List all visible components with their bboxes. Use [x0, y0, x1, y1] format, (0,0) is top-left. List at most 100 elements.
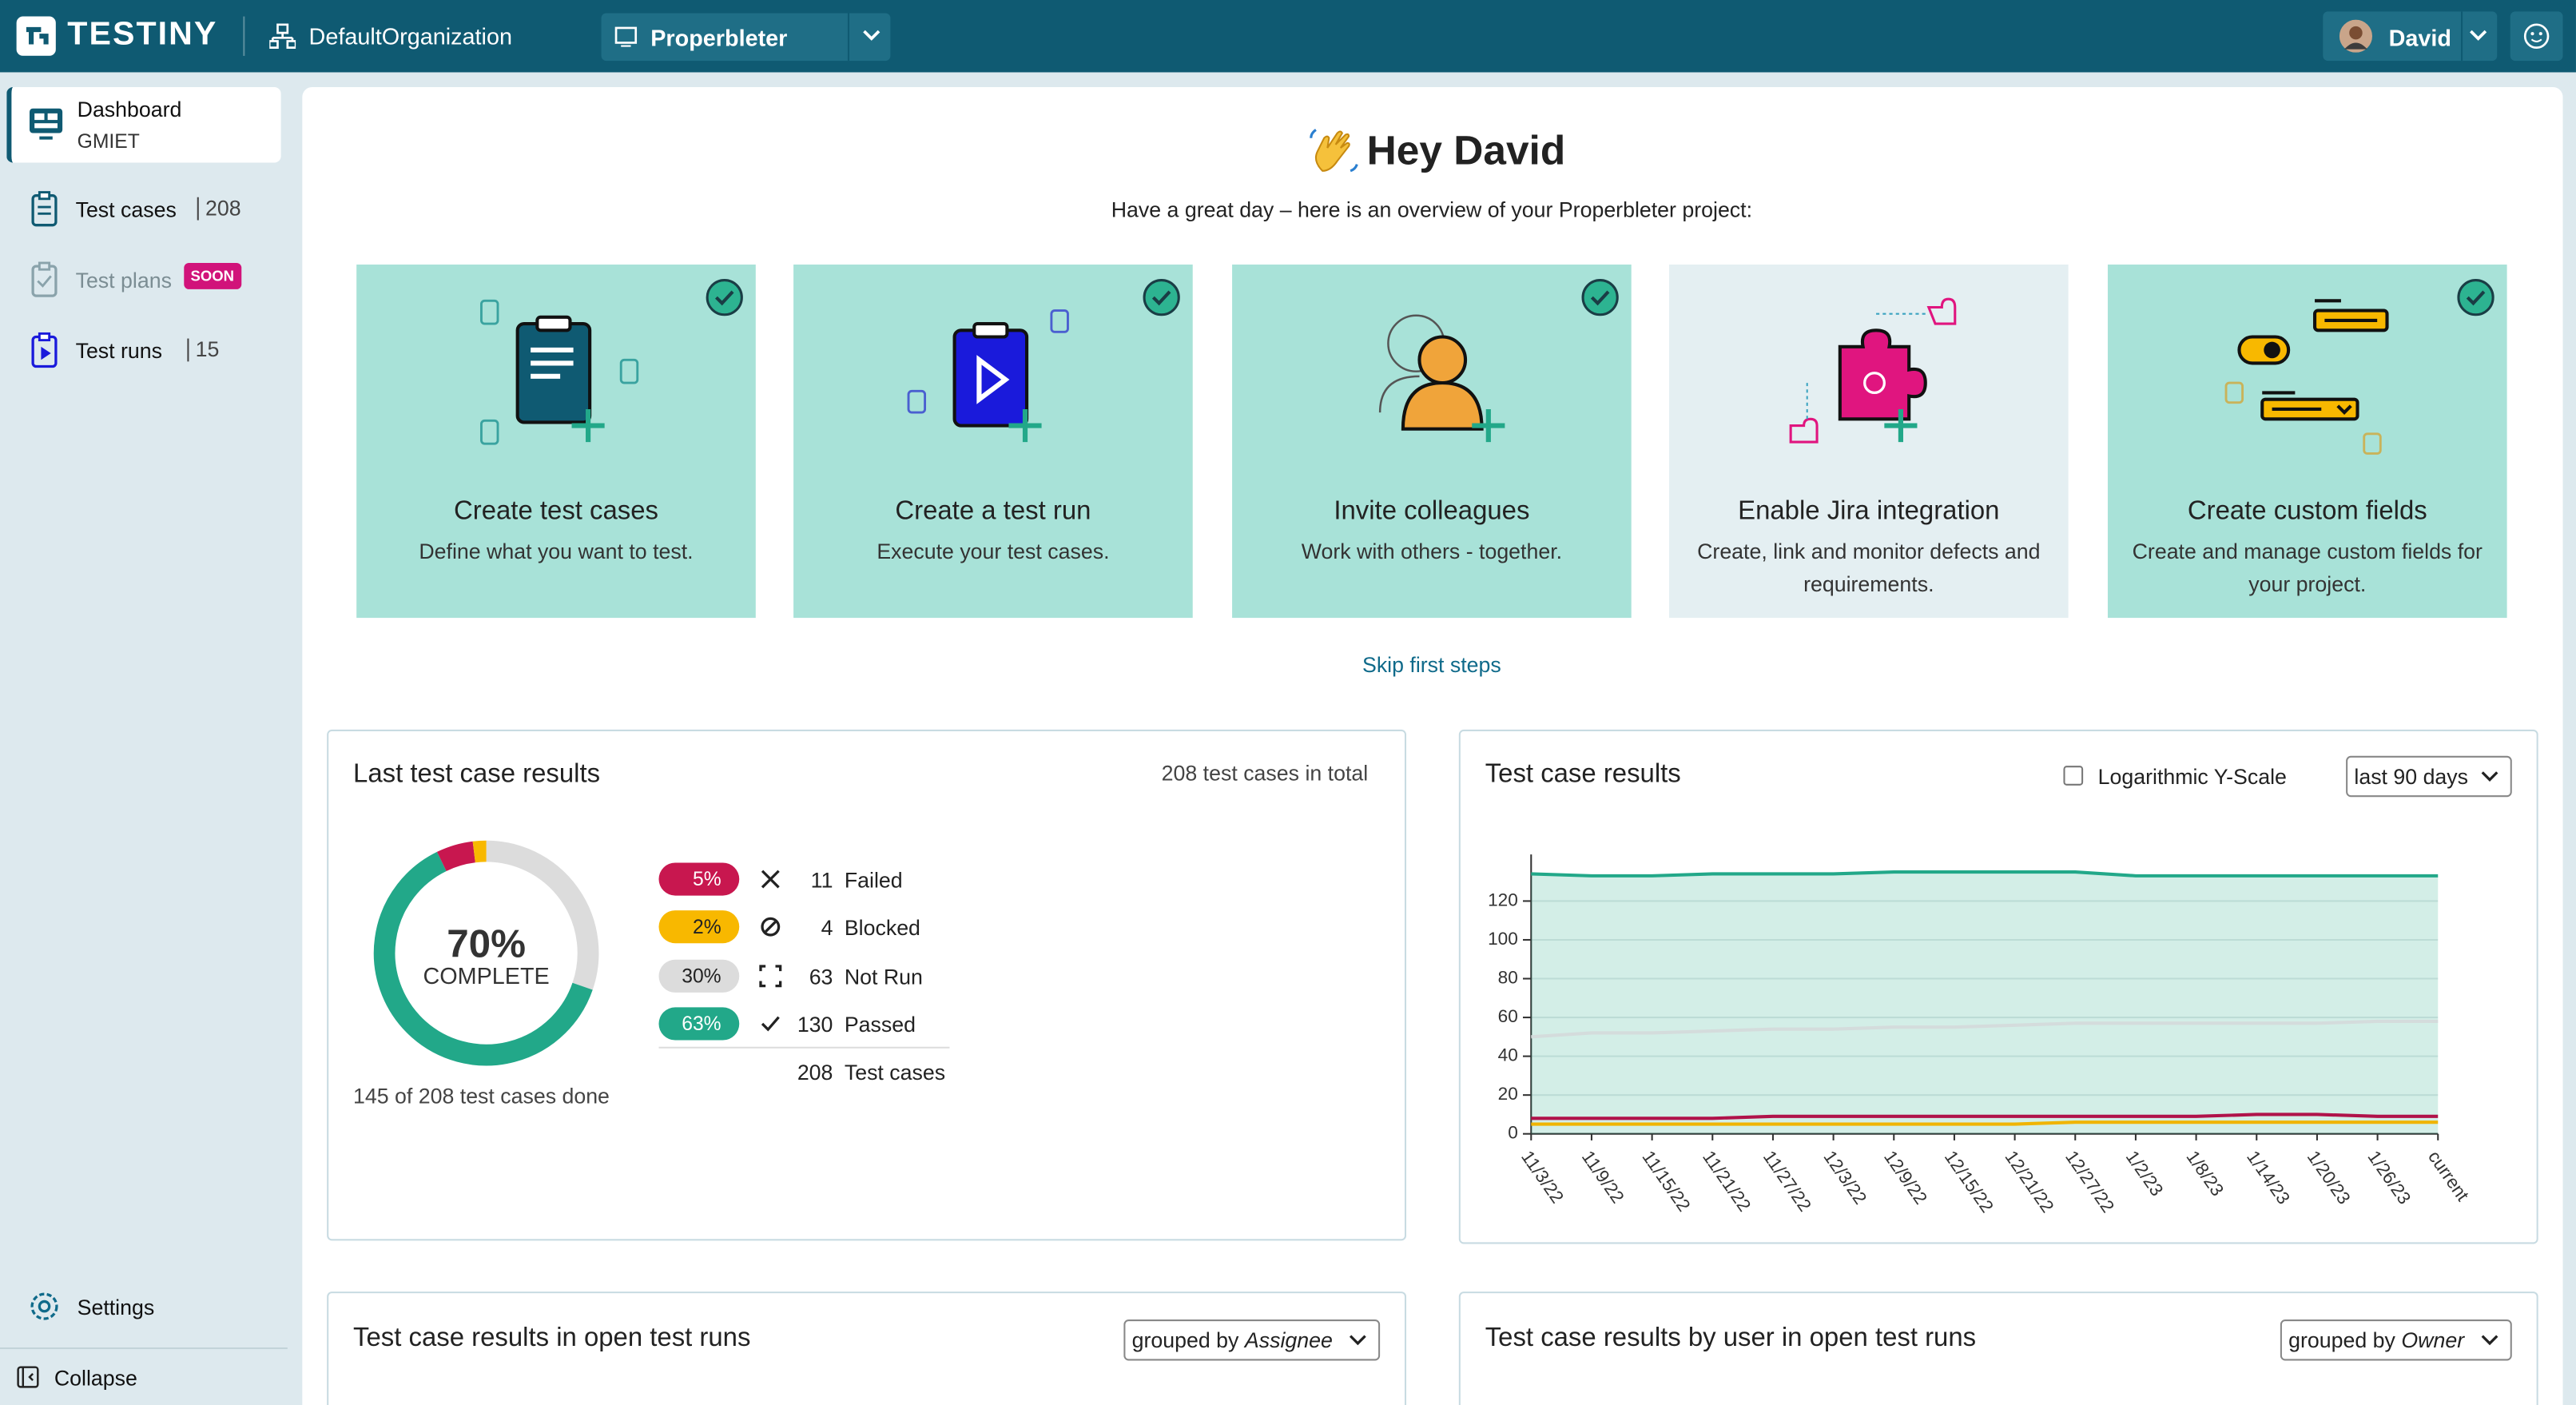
icon-part — [614, 26, 638, 44]
group-value: Owner — [2401, 1327, 2465, 1353]
icon-part — [479, 299, 499, 325]
x-tick-label: 12/15/22 — [1941, 1147, 1998, 1216]
panel-title: Last test case results — [353, 760, 601, 789]
icon-part — [531, 347, 574, 379]
nav-test-runs[interactable]: Test runs 15 — [30, 332, 292, 371]
user-menu[interactable]: David — [2323, 11, 2498, 62]
icon-part — [761, 1016, 780, 1032]
icon-part — [1349, 1335, 1366, 1346]
icon-part — [16, 16, 56, 56]
organization[interactable]: DefaultOrganization — [308, 22, 512, 50]
icon-part — [1581, 279, 1619, 316]
icon-part — [1143, 279, 1180, 316]
status-count: 63 — [809, 964, 833, 989]
collapse-button[interactable]: Collapse — [17, 1364, 280, 1394]
icon-part — [38, 261, 51, 271]
onboarding-card[interactable]: Invite colleagues Work with others - toge… — [1232, 265, 1632, 619]
icon-part — [30, 1292, 58, 1320]
icon-part — [38, 191, 51, 201]
soon-badge: SOON — [184, 262, 241, 289]
group-select[interactable]: grouped by Owner — [2280, 1319, 2512, 1361]
avatar — [2339, 19, 2373, 53]
group-select[interactable]: grouped by Assignee — [1123, 1319, 1381, 1361]
status-label: Failed — [844, 867, 903, 893]
project-select[interactable]: Properbleter — [601, 13, 891, 62]
percent-pill: 5% — [658, 862, 740, 896]
total-note: 208 test cases in total — [1161, 760, 1369, 786]
icon-part — [38, 205, 51, 215]
icon-part — [761, 870, 780, 889]
x-tick-label: 11/3/22 — [1517, 1147, 1568, 1207]
icon-part — [34, 123, 58, 129]
icon-part — [2481, 771, 2498, 782]
icon-part — [907, 389, 927, 414]
log-scale-checkbox[interactable] — [2063, 766, 2084, 786]
card-description: Create and manage custom fields for your… — [2132, 539, 2483, 597]
onboarding-card[interactable]: Create test cases Define what you want to… — [356, 265, 756, 619]
divider — [2461, 11, 2463, 62]
icon-part — [2530, 32, 2534, 36]
nav-label: Dashboard — [77, 97, 182, 122]
nav-dashboard[interactable]: Dashboard GMIET — [6, 86, 281, 163]
icon-part — [1310, 129, 1358, 173]
nav-count: 15 — [187, 338, 219, 362]
icon-part — [37, 275, 52, 288]
icon-part — [1884, 408, 1918, 443]
y-tick-label: 60 — [1498, 1006, 1518, 1026]
card-title: Create test cases — [453, 497, 658, 526]
test-plans-icon — [31, 261, 58, 297]
chevron — [1349, 1335, 1366, 1346]
range-text: last 90 days — [2354, 764, 2469, 789]
card-illustration — [907, 279, 1180, 443]
log-scale-label[interactable]: Logarithmic Y-Scale — [2097, 764, 2287, 789]
onboarding-card[interactable]: Enable Jira integration Create, link and … — [1668, 265, 2069, 619]
total-count: 208 — [797, 1060, 833, 1085]
greeting-title: Hey David — [1366, 128, 1566, 174]
nav-test-cases[interactable]: Test cases 208 — [30, 191, 292, 230]
onboarding-card[interactable]: Create a test run Execute your test cases… — [793, 265, 1193, 619]
donut-segment — [472, 840, 487, 863]
card-description: Execute your test cases. — [877, 539, 1110, 564]
panel-title: Test case results by user in open test r… — [1485, 1324, 1977, 1353]
skip-link[interactable]: Skip first steps — [1362, 652, 1501, 678]
icon-part — [1863, 372, 1886, 395]
icon-part — [41, 346, 51, 360]
nav-count: 208 — [197, 197, 241, 221]
divider — [658, 1046, 950, 1049]
status-label: Passed — [844, 1012, 916, 1037]
nav-test-plans: Test plans SOON — [30, 261, 292, 301]
group-prefix: grouped by — [1131, 1327, 1239, 1353]
icon-part — [1378, 375, 1420, 413]
nav-label: Test runs — [75, 338, 163, 364]
status-icon — [761, 917, 781, 937]
icon-part — [2264, 341, 2280, 359]
y-tick-label: 0 — [1508, 1123, 1518, 1143]
donut-chart: 70%COMPLETE 145 of 208 test cases done — [353, 840, 610, 1108]
nav-settings[interactable]: Settings — [28, 1290, 291, 1326]
donut-segment — [373, 851, 593, 1066]
icon-part — [26, 26, 49, 45]
org-icon — [269, 23, 296, 49]
project-name: Properbleter — [650, 24, 788, 51]
icon-part — [715, 290, 734, 306]
card-title: Create custom fields — [2187, 497, 2427, 526]
top-bar: TESTINY DefaultOrganization Properbleter… — [0, 0, 2576, 73]
card-description: Create, link and monitor defects and req… — [1697, 539, 2041, 597]
icon-part — [706, 279, 743, 316]
icon-part — [17, 1366, 39, 1388]
card-illustration — [1789, 297, 1957, 444]
onboarding-card[interactable]: Create custom fields Create and manage cu… — [2107, 265, 2507, 619]
divider — [243, 16, 245, 56]
icon-part — [972, 321, 1009, 339]
icon-part — [2470, 30, 2487, 41]
card-description: Define what you want to test. — [419, 539, 694, 564]
x-tick-label: 1/8/23 — [2182, 1147, 2228, 1200]
range-select[interactable]: last 90 days — [2346, 755, 2512, 798]
icon-part — [535, 315, 572, 332]
feedback-button[interactable] — [2510, 11, 2563, 62]
status-icon — [761, 1016, 780, 1032]
divider — [847, 13, 850, 62]
status-label: Not Run — [844, 964, 923, 989]
